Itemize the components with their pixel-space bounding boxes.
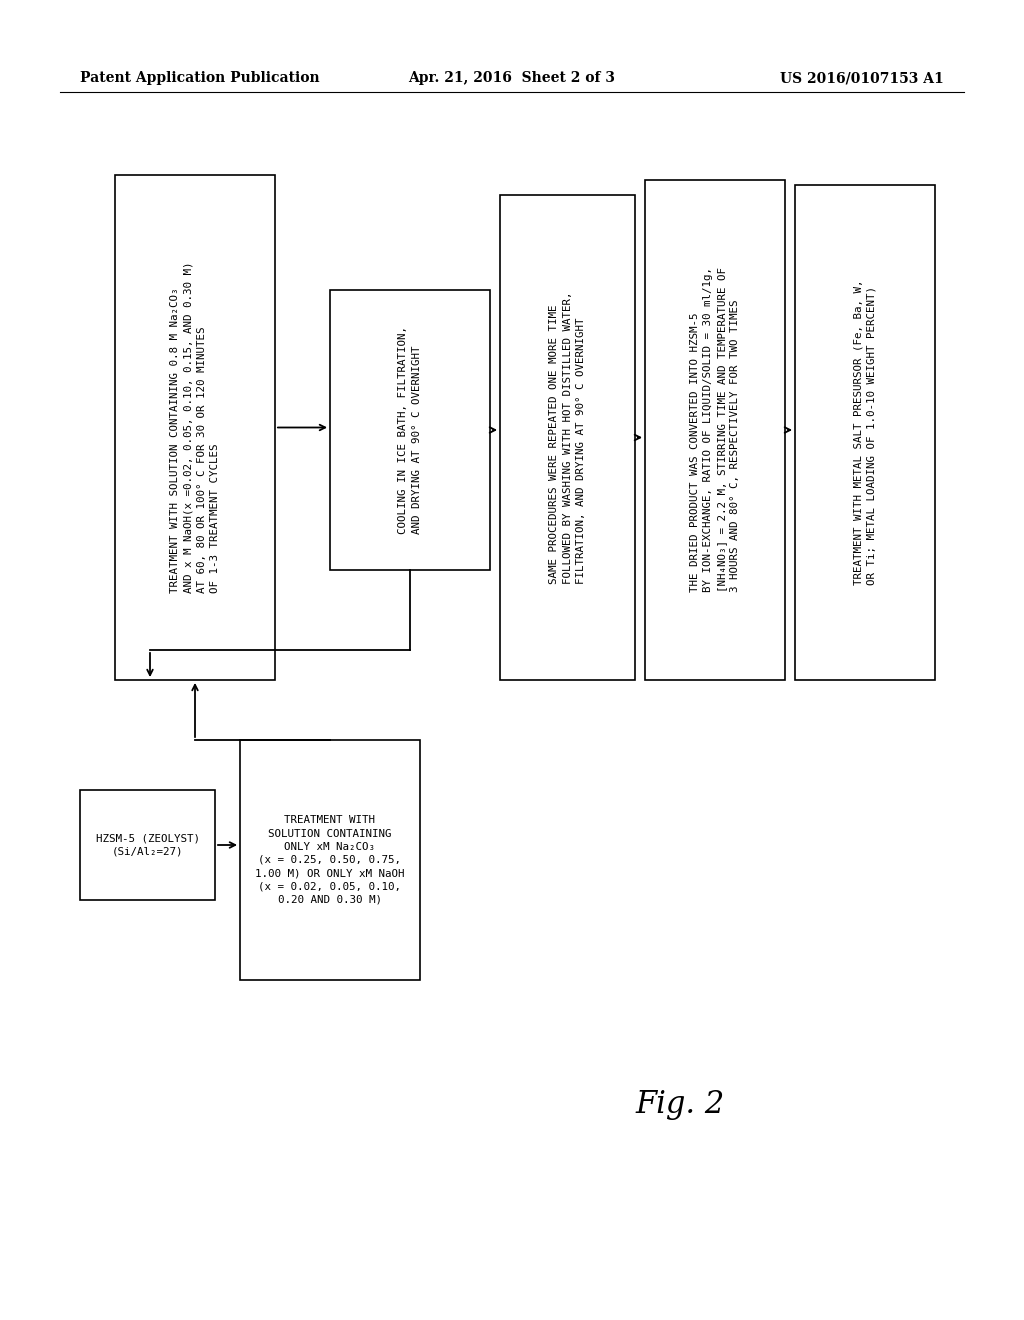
Text: THE DRIED PRODUCT WAS CONVERTED INTO HZSM-5
BY ION-EXCHANGE, RATIO OF LIQUID/SOL: THE DRIED PRODUCT WAS CONVERTED INTO HZS… [690, 268, 739, 593]
Bar [795, 185, 935, 680]
Bar [80, 789, 215, 900]
Bar [240, 741, 420, 979]
Text: Apr. 21, 2016  Sheet 2 of 3: Apr. 21, 2016 Sheet 2 of 3 [409, 71, 615, 84]
Text: US 2016/0107153 A1: US 2016/0107153 A1 [780, 71, 944, 84]
Text: TREATMENT WITH
SOLUTION CONTAINING
ONLY xM Na₂CO₃
(x = 0.25, 0.50, 0.75,
1.00 M): TREATMENT WITH SOLUTION CONTAINING ONLY … [255, 816, 404, 904]
Bar [115, 176, 275, 680]
Bar [500, 195, 635, 680]
Text: HZSM-5 (ZEOLYST)
(Si/Al₂=27): HZSM-5 (ZEOLYST) (Si/Al₂=27) [95, 833, 200, 857]
Text: COOLING IN ICE BATH, FILTRATION,
AND DRYING AT 90° C OVERNIGHT: COOLING IN ICE BATH, FILTRATION, AND DRY… [398, 326, 422, 535]
Text: TREATMENT WITH SOLUTION CONTAINING 0.8 M Na₂CO₃
AND x M NaOH(x =0.02, 0.05, 0.10: TREATMENT WITH SOLUTION CONTAINING 0.8 M… [170, 261, 220, 593]
Bar [330, 290, 490, 570]
Text: Patent Application Publication: Patent Application Publication [80, 71, 319, 84]
Text: TREATMENT WITH METAL SALT PRESURSOR (Fe, Ba, W,
OR Ti; METAL LOADING OF 1.0-10 W: TREATMENT WITH METAL SALT PRESURSOR (Fe,… [853, 280, 877, 585]
Bar [645, 180, 785, 680]
Text: SAME PROCEDURES WERE REPEATED ONE MORE TIME
FOLLOWED BY WASHING WITH HOT DISTILL: SAME PROCEDURES WERE REPEATED ONE MORE T… [549, 292, 586, 583]
Text: Fig. 2: Fig. 2 [635, 1089, 724, 1121]
